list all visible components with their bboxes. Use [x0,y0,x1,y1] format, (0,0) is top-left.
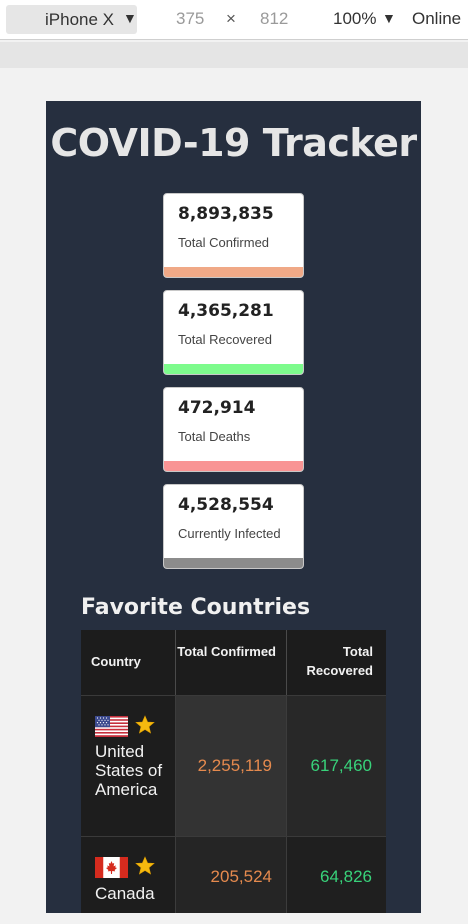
page-title: COVID-19 Tracker [50,121,417,165]
country-name: Canada [95,884,155,903]
country-cell: Canada [81,837,175,913]
stat-label: Total Deaths [178,429,251,444]
stat-card-recovered: 4,365,281 Total Recovered [163,290,304,375]
recovered-value: 64,826 [320,866,372,886]
media-query-bar [0,42,468,68]
canada-flag-icon [95,857,128,878]
column-header-recovered[interactable]: Total Recovered [306,644,373,678]
stat-card-deaths: 472,914 Total Deaths [163,387,304,472]
chevron-down-icon: ▼ [123,10,137,26]
stat-label: Total Confirmed [178,235,270,250]
confirmed-value: 2,255,119 [197,756,272,775]
stat-card-confirmed: 8,893,835 Total Confirmed [163,193,304,278]
us-flag-icon [95,716,128,737]
stat-label: Total Recovered [178,332,272,347]
table-header: Country Total Confirmed Total Recovered [81,630,386,695]
stat-value: 4,365,281 [178,301,274,321]
stat-value: 472,914 [178,398,256,418]
confirmed-value: 205,524 [210,866,272,886]
favorite-star-icon[interactable] [135,856,155,876]
dimension-separator: × [226,9,236,28]
stat-color-bar [164,267,303,277]
device-select[interactable]: iPhone X ▼ [6,5,137,34]
network-throttle-select[interactable]: Online [412,9,462,28]
stat-value: 8,893,835 [178,204,274,224]
stat-color-bar [164,461,303,471]
height-input[interactable]: 812 [260,9,289,28]
favorite-star-icon[interactable] [135,715,155,735]
device-toolbar: iPhone X ▼ 375 × 812 100% ▼ Online [0,0,468,40]
table-row[interactable]: United States of America 2,255,119 617,4… [81,695,386,836]
stat-card-infected: 4,528,554 Currently Infected [163,484,304,569]
favorites-heading: Favorite Countries [81,595,311,620]
confirmed-cell: 2,255,119 [176,696,286,836]
stat-value: 4,528,554 [178,495,274,515]
recovered-value: 617,460 [310,756,372,775]
zoom-select[interactable]: 100% [333,9,377,28]
column-header-country[interactable]: Country [91,654,141,669]
app-viewport: COVID-19 Tracker 8,893,835 Total Confirm… [46,101,421,913]
recovered-cell: 617,460 [287,696,386,836]
stat-color-bar [164,558,303,568]
table-row[interactable]: Canada 205,524 64,826 [81,836,386,913]
chevron-down-icon: ▼ [382,10,396,26]
stat-color-bar [164,364,303,374]
device-name: iPhone X [45,10,114,29]
country-cell: United States of America [81,696,175,836]
recovered-cell: 64,826 [287,837,386,913]
column-header-confirmed[interactable]: Total Confirmed [177,644,276,659]
stat-label: Currently Infected [178,526,281,541]
country-name: United States of America [95,742,163,799]
confirmed-cell: 205,524 [176,837,286,913]
width-input[interactable]: 375 [176,9,205,28]
